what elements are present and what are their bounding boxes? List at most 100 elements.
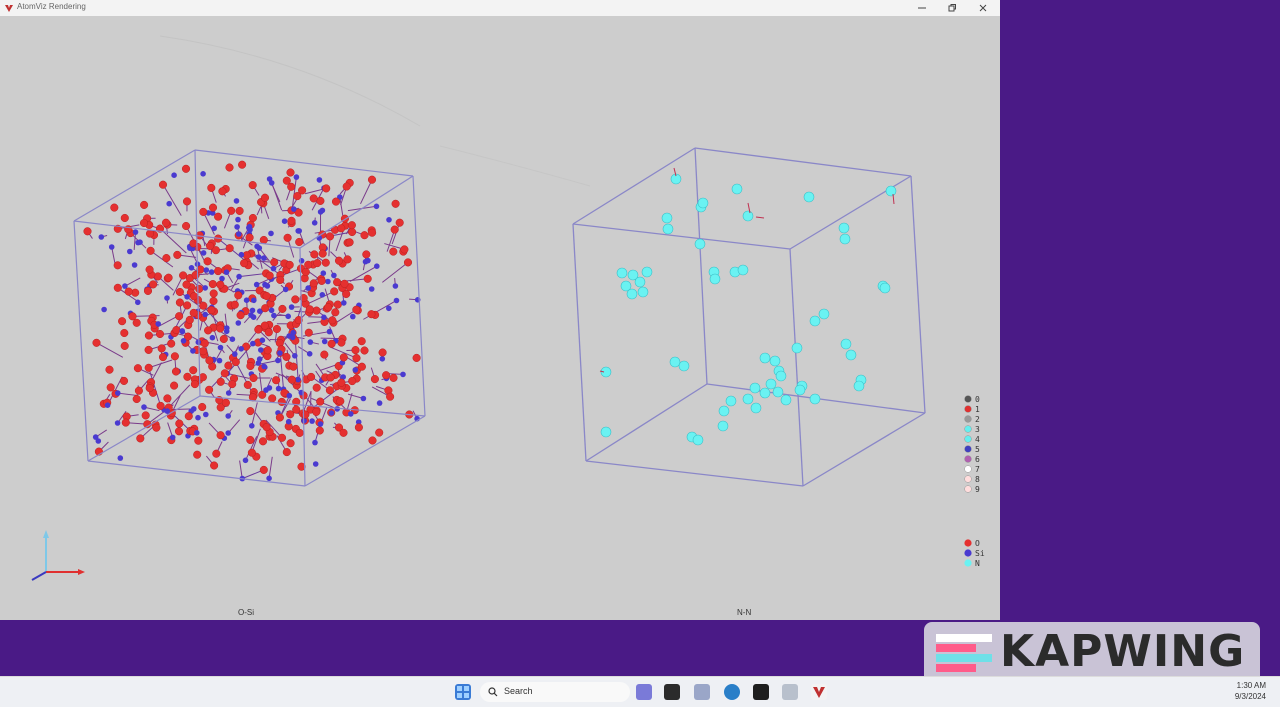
terminal-icon[interactable]: [753, 684, 769, 700]
si-atom: [313, 461, 319, 467]
o-atom: [343, 183, 351, 191]
o-atom: [114, 284, 122, 292]
o-atom: [208, 306, 216, 314]
o-atom: [221, 370, 229, 378]
clock-time[interactable]: 1:30 AM: [1237, 681, 1266, 690]
o-atom: [198, 403, 206, 411]
o-atom: [311, 251, 319, 259]
o-atom: [325, 304, 333, 312]
clock-date[interactable]: 9/3/2024: [1235, 692, 1266, 701]
file-explorer-icon[interactable]: [694, 684, 710, 700]
kapwing-logo-icon: [936, 634, 992, 672]
si-atom: [254, 244, 260, 250]
si-atom: [294, 174, 300, 180]
o-atom: [279, 305, 287, 313]
legend-swatch: [965, 476, 972, 483]
si-atom: [296, 228, 302, 234]
o-atom: [237, 311, 245, 319]
n-atom: [627, 289, 637, 299]
o-atom: [298, 187, 306, 195]
si-atom: [341, 300, 347, 306]
n-atom: [846, 350, 856, 360]
minimize-icon: [917, 3, 927, 13]
legend-index-label: 6: [975, 455, 980, 464]
browser-icon[interactable]: [724, 684, 740, 700]
si-atom: [305, 285, 311, 291]
start-menu-icon[interactable]: [455, 684, 471, 700]
si-atom: [321, 315, 327, 321]
si-atom: [295, 377, 301, 383]
minimize-button[interactable]: [907, 0, 937, 16]
si-atom: [230, 336, 236, 342]
o-atom: [199, 347, 207, 355]
app-icon-1[interactable]: [636, 684, 652, 700]
n-atom: [693, 435, 703, 445]
o-atom: [358, 363, 366, 371]
n-atom: [840, 234, 850, 244]
legend-swatch: [965, 416, 972, 423]
o-atom: [176, 288, 184, 296]
si-atom: [249, 423, 255, 429]
maximize-button[interactable]: [937, 0, 967, 16]
o-atom: [135, 387, 143, 395]
o-atom: [353, 354, 361, 362]
taskbar-search[interactable]: Search: [480, 682, 630, 702]
si-atom: [190, 348, 196, 354]
n-atom: [638, 287, 648, 297]
o-atom: [290, 363, 298, 371]
close-button[interactable]: [968, 0, 998, 16]
o-atom: [371, 375, 379, 383]
o-atom: [176, 420, 184, 428]
o-atom: [182, 222, 190, 230]
si-atom: [348, 411, 354, 417]
si-atom: [374, 263, 380, 269]
o-atom: [260, 236, 268, 244]
si-atom: [374, 204, 380, 210]
o-atom: [392, 200, 400, 208]
o-atom: [396, 219, 404, 227]
n-atom: [635, 277, 645, 287]
o-atom: [206, 242, 214, 250]
o-atom: [313, 307, 321, 315]
si-atom: [219, 276, 225, 282]
o-atom: [176, 299, 184, 307]
o-atom: [404, 259, 412, 267]
o-atom: [146, 384, 154, 392]
n-atom: [770, 356, 780, 366]
o-atom: [183, 302, 191, 310]
o-atom: [182, 165, 190, 173]
o-atom: [375, 429, 383, 437]
o-atom: [200, 208, 208, 216]
si-atom: [317, 177, 323, 183]
si-atom: [285, 314, 291, 320]
title-bar[interactable]: AtomViz Rendering: [0, 0, 1000, 16]
legend-element-swatch: [964, 549, 971, 556]
si-atom: [286, 419, 292, 425]
si-atom: [327, 329, 333, 335]
app-icon-2[interactable]: [664, 684, 680, 700]
n-atom: [766, 379, 776, 389]
legend-index-label: 9: [975, 485, 980, 494]
o-atom: [195, 437, 203, 445]
o-atom: [220, 335, 228, 343]
o-atom: [227, 207, 235, 215]
o-atom: [193, 451, 201, 459]
o-atom: [276, 276, 284, 284]
si-atom: [218, 345, 224, 351]
atomviz-app-icon[interactable]: [811, 684, 827, 700]
si-atom: [224, 269, 230, 275]
si-atom: [309, 418, 315, 424]
notepad-icon[interactable]: [782, 684, 798, 700]
o-atom: [145, 364, 153, 372]
o-atom: [334, 301, 342, 309]
o-atom: [247, 407, 255, 415]
app-logo-icon: [4, 3, 14, 13]
o-atom: [147, 247, 155, 255]
si-atom: [127, 249, 133, 255]
si-atom: [290, 335, 296, 341]
n-atom: [819, 309, 829, 319]
o-atom: [266, 272, 274, 280]
o-atom: [295, 238, 303, 246]
